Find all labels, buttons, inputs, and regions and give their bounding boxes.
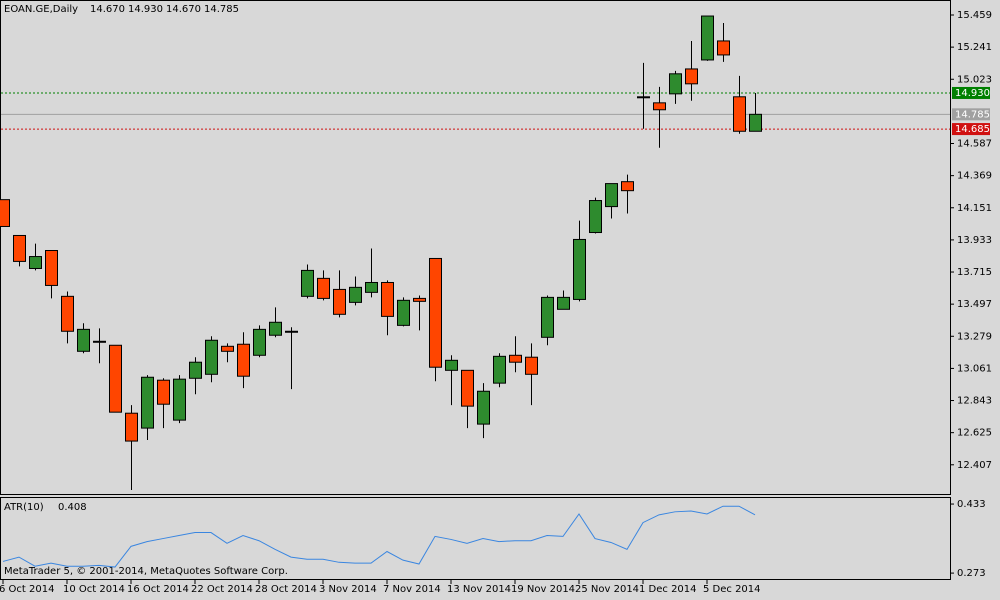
x-tick-label: 7 Nov 2014 (383, 584, 441, 595)
candle-body (605, 183, 618, 208)
candle-body (557, 296, 570, 310)
candle-body (573, 238, 586, 300)
atr-panel (0, 497, 951, 580)
candle-body (157, 379, 170, 405)
candle-body (221, 345, 234, 352)
x-tick-label: 13 Nov 2014 (447, 584, 511, 595)
x-tick-label: 10 Oct 2014 (63, 584, 125, 595)
x-tick-label: 1 Dec 2014 (639, 584, 697, 595)
candle-body (77, 328, 90, 352)
header-value: 14.785 (204, 4, 239, 15)
candle-body (13, 234, 26, 262)
candle-body (397, 299, 410, 326)
candle-body (141, 376, 154, 429)
candle-body (445, 359, 458, 371)
candle-body (0, 199, 10, 227)
x-tick-label: 25 Nov 2014 (575, 584, 639, 595)
y-tick-label: 15.241 (957, 42, 992, 53)
price-level-label: 14.685 (955, 124, 990, 135)
candle-body (541, 296, 554, 338)
candle-body (253, 328, 266, 356)
y-tick-label: 14.369 (957, 171, 992, 182)
atr-title: ATR(10) (4, 502, 44, 513)
price-level-label: 14.930 (955, 88, 990, 99)
candle-body (733, 96, 746, 132)
candle-body (189, 361, 202, 379)
y-tick-label: 0.273 (957, 568, 986, 579)
candle-body (349, 286, 362, 303)
header-value: 14.670 (90, 4, 125, 15)
candle-body (381, 281, 394, 317)
candle-body (413, 297, 426, 302)
header-value: 14.670 (166, 4, 201, 15)
candle-body (493, 355, 506, 384)
x-tick-label: 28 Oct 2014 (255, 584, 317, 595)
candle-body (525, 356, 538, 375)
candle-body (365, 281, 378, 293)
candle-body (589, 200, 602, 234)
candle-body (125, 412, 138, 442)
candle-body (621, 181, 634, 192)
candle-body (45, 250, 58, 286)
y-tick-label: 14.587 (957, 139, 992, 150)
candle-body (685, 68, 698, 85)
candle-body (477, 390, 490, 425)
y-tick-label: 12.407 (957, 460, 992, 471)
atr-line (2, 505, 756, 568)
x-tick-label: 3 Nov 2014 (319, 584, 377, 595)
candle-body (93, 340, 106, 343)
y-tick-label: 12.843 (957, 396, 992, 407)
candle-body (61, 295, 74, 332)
y-tick-label: 14.151 (957, 203, 992, 214)
candle-body (333, 288, 346, 315)
candle-body (749, 113, 762, 132)
main-panel (0, 0, 951, 495)
header-value: 14.930 (128, 4, 163, 15)
candle-body (285, 330, 298, 333)
x-tick-label: 19 Nov 2014 (511, 584, 575, 595)
y-tick-label: 13.497 (957, 299, 992, 310)
chart-title: EOAN.GE,Daily (4, 4, 78, 15)
price-level-box (952, 86, 990, 99)
x-tick-label: 6 Oct 2014 (0, 584, 54, 595)
candle-body (29, 256, 42, 269)
y-tick-label: 13.279 (957, 331, 992, 342)
atr-value: 0.408 (58, 502, 87, 513)
candle-body (173, 378, 186, 421)
price-level-box (952, 123, 990, 136)
candle-body (205, 339, 218, 375)
y-tick-label: 13.933 (957, 235, 992, 246)
candle-body (429, 257, 442, 368)
price-level-label: 14.785 (955, 109, 990, 120)
candle-body (637, 96, 650, 99)
y-tick-label: 15.023 (957, 74, 992, 85)
y-tick-label: 0.433 (957, 499, 986, 510)
x-tick-label: 5 Dec 2014 (703, 584, 761, 595)
candle-body (461, 369, 474, 407)
candle-body (717, 40, 730, 56)
candle-body (509, 354, 522, 363)
price-level-box (952, 108, 990, 121)
watermark: MetaTrader 5, © 2001-2014, MetaQuotes So… (4, 566, 288, 577)
y-tick-label: 13.715 (957, 267, 992, 278)
candle-body (109, 344, 122, 413)
candle-body (237, 343, 250, 377)
y-tick-label: 12.625 (957, 428, 992, 439)
candle-body (269, 321, 282, 336)
y-tick-label: 13.061 (957, 363, 992, 374)
x-tick-label: 16 Oct 2014 (127, 584, 189, 595)
x-tick-label: 22 Oct 2014 (191, 584, 253, 595)
y-tick-label: 15.459 (957, 10, 992, 21)
candle-body (653, 102, 666, 111)
candle-body (301, 269, 314, 297)
candle-body (701, 15, 714, 61)
candle-body (317, 277, 330, 299)
candle-body (669, 73, 682, 95)
